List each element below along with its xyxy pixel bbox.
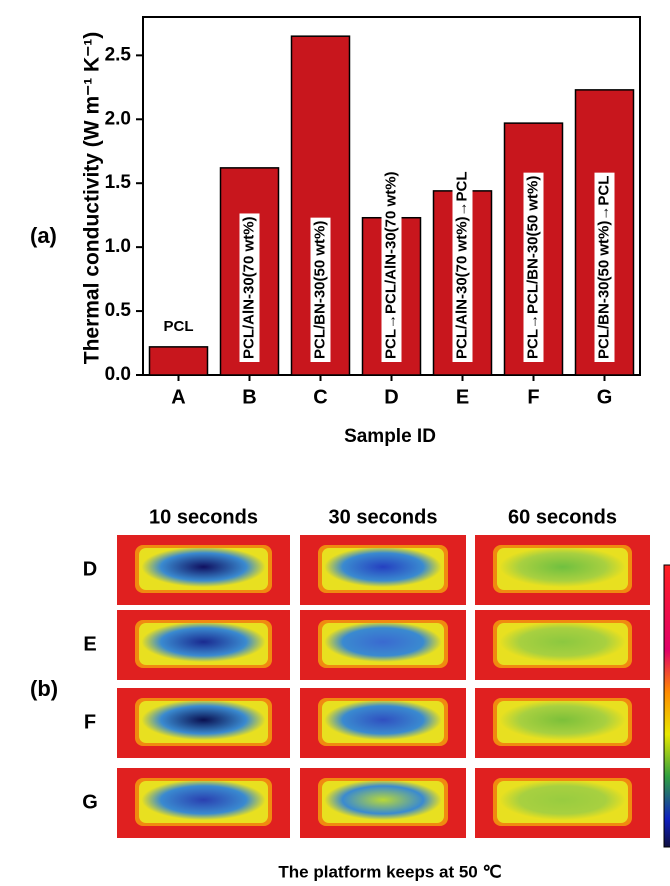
caption: The platform keeps at 50 ℃	[278, 862, 501, 881]
color-bar	[663, 564, 670, 848]
row-label: D	[83, 558, 97, 580]
x-tick-label: F	[527, 386, 539, 408]
thermal-sample	[497, 548, 628, 590]
x-tick-label: A	[171, 386, 185, 408]
y-tick-label: 2.0	[105, 108, 131, 129]
column-header: 10 seconds	[149, 506, 258, 528]
bar-label: PCL/BN-30(50 wt%)→PCL	[595, 176, 612, 359]
thermal-sample	[322, 701, 444, 743]
thermal-sample	[139, 623, 268, 665]
bar-label-background	[381, 168, 402, 362]
x-axis-label: Sample ID	[344, 426, 436, 447]
y-axis-label: Thermal conductivity (W m⁻¹ K⁻¹)	[81, 32, 104, 365]
thermal-sample	[322, 548, 444, 590]
y-tick-label: 0.5	[105, 300, 132, 321]
row-label: G	[82, 791, 98, 813]
bar-label: PCL/AlN-30(70 wt%)	[240, 216, 257, 359]
x-tick-label: B	[242, 386, 256, 408]
bar-label: PCL→PCL/AlN-30(70 wt%)	[382, 171, 399, 359]
thermal-sample	[497, 623, 628, 665]
thermal-sample	[497, 701, 628, 743]
bar-label: PCL	[164, 318, 194, 335]
thermal-sample	[497, 781, 628, 823]
x-tick-label: G	[597, 386, 613, 408]
panel-label: (b)	[30, 676, 58, 701]
thermal-sample	[139, 781, 268, 823]
column-header: 30 seconds	[329, 506, 438, 528]
panel-label: (a)	[30, 223, 57, 248]
row-label: F	[84, 711, 96, 733]
bar-label-background	[594, 172, 615, 362]
bar-label-background	[523, 172, 544, 362]
thermal-sample	[322, 781, 444, 823]
plot-area: 0.0 0.5 1.0 1.5 2.0 2.5 A PCL B PCL/AlN-30(70 wt%…	[105, 16, 641, 408]
column-header: 60 seconds	[508, 506, 617, 528]
x-tick-label: C	[313, 386, 327, 408]
bar	[148, 346, 209, 376]
y-tick-label: 0.0	[105, 364, 131, 385]
row-label: E	[83, 633, 96, 655]
bar-label-background	[310, 217, 331, 362]
x-tick-label: E	[456, 386, 469, 408]
bar-label-background	[452, 168, 473, 362]
thermal-sample	[322, 623, 444, 665]
x-tick-label: D	[384, 386, 398, 408]
bar-label: PCL/AlN-30(70 wt%)→PCL	[453, 171, 470, 359]
bar-label-background	[239, 213, 260, 362]
thermal-sample	[139, 548, 268, 590]
thermal-images: 10 seconds 30 seconds 60 seconds D E F G	[82, 506, 650, 838]
y-tick-label: 1.5	[105, 172, 132, 193]
bar-label: PCL→PCL/BN-30(50 wt%)	[524, 176, 541, 359]
thermal-sample	[139, 701, 268, 743]
y-tick-label: 2.5	[105, 44, 132, 65]
bar-label: PCL/BN-30(50 wt%)	[311, 221, 328, 359]
y-tick-label: 1.0	[105, 236, 131, 257]
